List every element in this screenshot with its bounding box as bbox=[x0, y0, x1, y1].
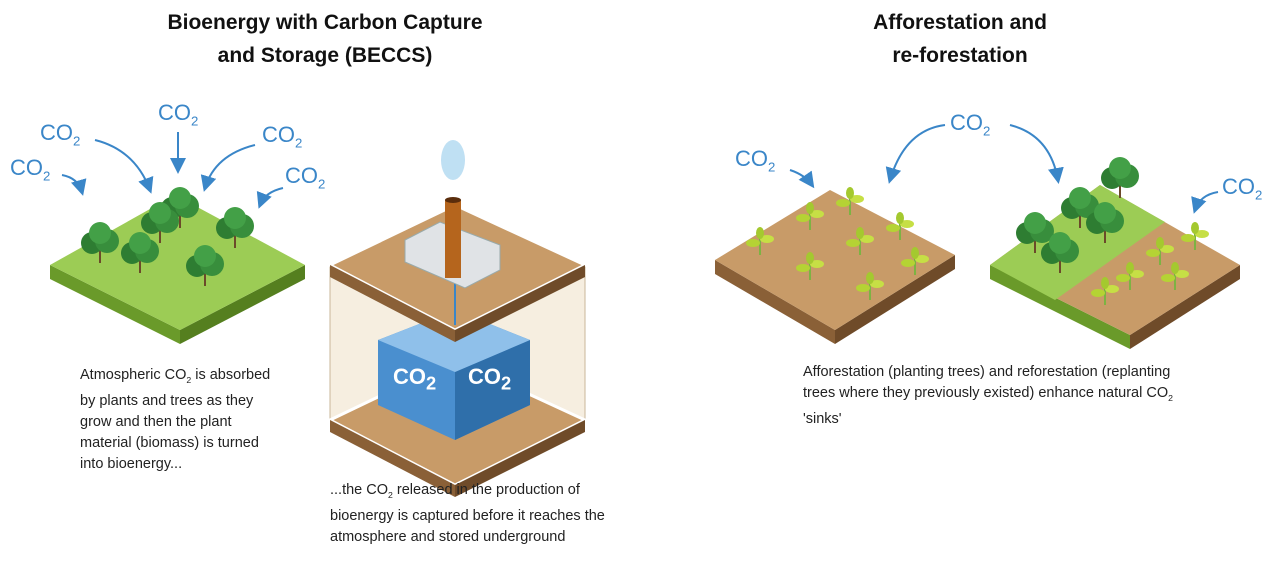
title-line: re-forestation bbox=[810, 39, 1110, 72]
description: ...the CO2 released in the production of… bbox=[330, 480, 635, 548]
arrows bbox=[62, 125, 1218, 210]
co2-sub: 2 bbox=[1255, 187, 1262, 202]
text-run: Atmospheric CO bbox=[80, 367, 186, 383]
co2-sub: 2 bbox=[501, 372, 511, 393]
storage-label: CO2 bbox=[468, 364, 511, 394]
co2-base: CO bbox=[262, 122, 295, 147]
co2-base: CO bbox=[1222, 174, 1255, 199]
co2-base: CO bbox=[158, 100, 191, 125]
text-run: ...the CO bbox=[330, 482, 388, 498]
co2-sub: 2 bbox=[318, 176, 325, 191]
description: Atmospheric CO2 is absorbed by plants an… bbox=[80, 365, 285, 475]
page: {"beccs": {"title_line1": "Bioenergy wit… bbox=[0, 0, 1275, 566]
title-line: Afforestation and bbox=[810, 6, 1110, 39]
co2-base: CO bbox=[10, 155, 43, 180]
description: Afforestation (planting trees) and refor… bbox=[803, 362, 1198, 430]
co2-base: CO bbox=[468, 364, 501, 389]
text-run: Afforestation (planting trees) and refor… bbox=[803, 364, 1170, 401]
co2-label: CO2 bbox=[950, 110, 990, 138]
co2-sub: 2 bbox=[43, 168, 50, 183]
co2-sub: 2 bbox=[295, 135, 302, 150]
co2-label: CO2 bbox=[285, 163, 325, 191]
co2-label: CO2 bbox=[735, 146, 775, 174]
co2-sub: 2 bbox=[983, 123, 990, 138]
co2-base: CO bbox=[285, 163, 318, 188]
co2-label: CO2 bbox=[158, 100, 198, 128]
co2-base: CO bbox=[40, 120, 73, 145]
storage-label: CO2 bbox=[393, 364, 436, 394]
co2-label: CO2 bbox=[1222, 174, 1262, 202]
co2-label: CO2 bbox=[262, 122, 302, 150]
title-line: and Storage (BECCS) bbox=[125, 39, 525, 72]
title-line: Bioenergy with Carbon Capture bbox=[125, 6, 525, 39]
co2-sub: 2 bbox=[73, 133, 80, 148]
co2-sub: 2 bbox=[768, 159, 775, 174]
text-run: 'sinks' bbox=[803, 411, 842, 427]
co2-label: CO2 bbox=[10, 155, 50, 183]
co2-label: CO2 bbox=[40, 120, 80, 148]
co2-base: CO bbox=[735, 146, 768, 171]
co2-sub: 2 bbox=[191, 113, 198, 128]
text-sub: 2 bbox=[1168, 393, 1173, 403]
forest-tile bbox=[50, 187, 305, 344]
storage-box bbox=[330, 140, 585, 497]
co2-base: CO bbox=[393, 364, 426, 389]
co2-base: CO bbox=[950, 110, 983, 135]
co2-sub: 2 bbox=[426, 372, 436, 393]
illustrations bbox=[0, 0, 1275, 566]
reforest-tile bbox=[990, 157, 1240, 349]
field-tile bbox=[715, 187, 955, 344]
